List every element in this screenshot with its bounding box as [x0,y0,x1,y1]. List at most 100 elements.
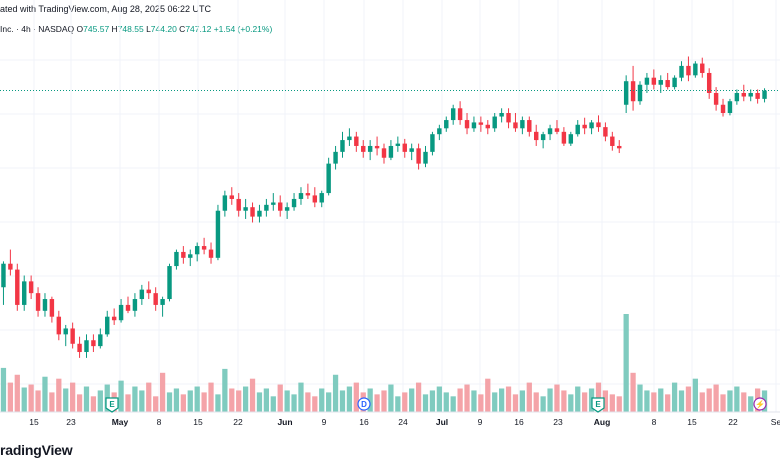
candle-body [623,81,629,105]
candle-body [485,124,490,129]
candle-body [160,299,165,305]
candle-body [77,343,82,353]
legend-low-label: L [146,24,151,34]
candle-body [49,299,55,317]
candle-body [305,193,311,196]
candle-body [603,127,608,137]
candle-body [444,120,449,129]
candle-body [1,263,6,288]
volume-bar [125,394,131,412]
volume-bar [56,378,62,412]
candle-body [28,281,34,294]
candle-body [575,124,580,135]
candle-body [450,108,456,121]
dividend-icon [357,397,371,411]
candle-body [215,210,221,258]
candle-body [326,163,331,194]
volume-bar [180,394,186,412]
volume-bar [139,390,145,412]
volume-bar [561,390,567,412]
candle-body [561,131,567,144]
caption-text: ated with TradingView.com, Aug 28, 2025 … [0,4,211,14]
candle-body [617,145,622,149]
candle-body [194,246,200,255]
volume-bar [547,388,553,412]
candle-body [610,136,615,146]
candle-body [146,289,151,294]
volume-bar [637,384,643,412]
volume-bar [443,392,449,412]
volume-bar [222,368,228,412]
event-letter: E [595,400,601,409]
volume-bar [0,367,7,412]
watermark-caption: ated with TradingView.com, Aug 28, 2025 … [0,4,211,14]
candle-body [22,281,27,305]
volume-bar [187,390,193,412]
volume-bar [492,392,498,412]
candle-body [312,195,318,203]
legend-change: +1.54 (+0.21%) [213,24,273,34]
candle-body [679,65,684,78]
volume-bar [388,384,394,412]
x-tick-label: 24 [398,417,408,427]
volume-bar [339,390,346,412]
volume-bar [409,388,415,412]
x-tick-label: Se [771,417,780,427]
volume-bar [595,382,602,412]
event-markers: E D E ⚡ [105,397,767,413]
volume-bar [153,396,159,412]
x-tick-label: 9 [322,417,327,427]
candle-body [506,113,511,123]
volume-bar [727,390,733,412]
candle-body [423,151,428,164]
x-tick-label: Aug [594,417,611,427]
volume-bar [665,394,671,412]
volume-bar [623,314,629,412]
earnings-icon [105,397,119,413]
x-tick-label: 23 [553,417,563,427]
volume-bar [464,384,470,412]
volume-bar [429,390,436,412]
x-tick-label: 22 [728,417,738,427]
volume-bar [422,394,429,412]
volume-bar [457,388,463,412]
candle-body [222,195,228,211]
candle-body [630,81,636,102]
candle-body [713,92,719,105]
legend-high-value: 748.55 [117,24,144,34]
candle-body [98,334,103,347]
candle-body [457,108,463,121]
volume-bar [291,394,297,412]
volume-bar [159,372,166,412]
candle-body [298,193,304,199]
candle-body [367,145,373,152]
volume-bar [706,388,712,412]
candle-body [132,299,138,311]
candle-body [741,92,746,97]
dividend-event-marker: D [357,397,371,411]
volume-bar [651,392,657,412]
candle-body [492,116,497,129]
volume-bar [533,392,539,412]
candle-body [8,263,13,270]
x-tick-label: May [112,417,129,427]
x-tick-label: 8 [652,417,657,427]
candle-body [672,77,677,88]
volume-bar [7,382,14,412]
candle-body [762,90,767,99]
volume-bar [485,378,491,412]
legend-low-value: 744.20 [150,24,177,34]
volume-bar [146,382,152,412]
logo-text: radingView [0,442,73,458]
candle-body [118,304,124,321]
volume-bar [671,382,678,412]
volume-bar [63,388,69,412]
volume-bar [512,394,519,412]
candle-body [402,143,407,152]
volume-bar [436,386,442,412]
volume-bar [519,390,526,412]
candle-body [354,136,359,146]
volume-bar [166,392,173,412]
